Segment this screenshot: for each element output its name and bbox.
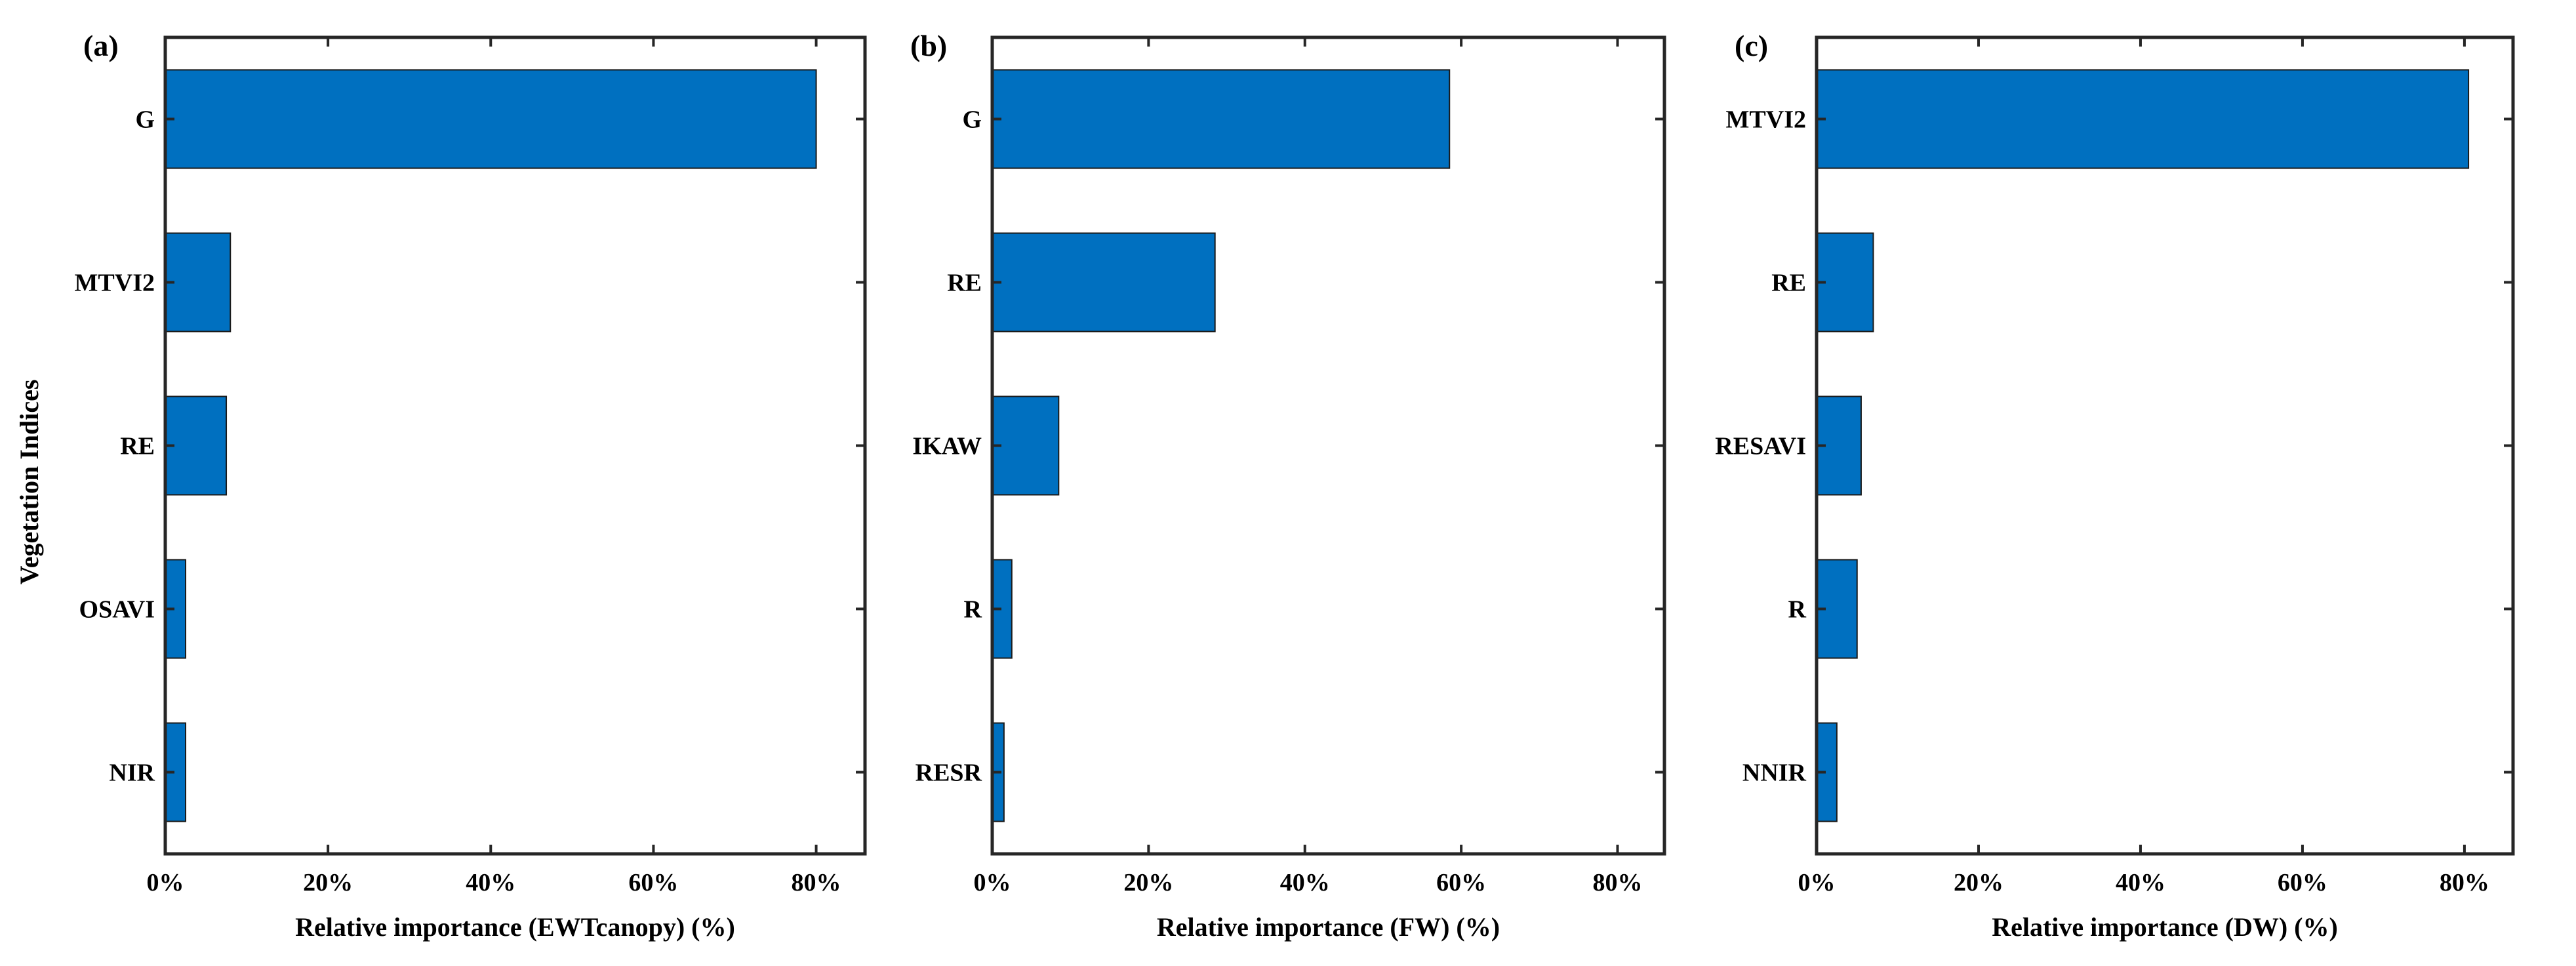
x-tick-label: 80% [1592,869,1642,896]
bar-g [165,69,817,169]
x-tick-label: 0% [1798,869,1836,896]
y-tick-label: G [135,106,155,134]
y-axis-title: Vegetation Indices [14,380,44,585]
bar-g [992,69,1451,169]
y-tick-label: G [962,106,982,134]
bar-re [165,395,228,496]
bar-nir [165,722,187,822]
x-axis-title: Relative importance (DW) (%) [1992,912,2338,942]
y-tick-label: IKAW [912,433,982,460]
y-tick-label: RESR [916,759,982,787]
x-tick-label: 20% [1954,869,2003,896]
chart-panel-a: G MTVI2 RE OSAVI NIR 0% 20% 40% 60% 80% Relative i… [75,29,867,942]
panel-label: (a) [83,29,119,62]
y-tick-label: R [1788,596,1807,624]
y-tick-label: NNIR [1742,759,1807,787]
plot-frame [1815,35,2515,856]
x-axis-title: Relative importance (FW) (%) [1157,912,1500,942]
x-tick-label: 60% [628,869,678,896]
plot-frame [990,35,1666,856]
y-tick-label: MTVI2 [1726,106,1806,134]
chart-panel-c: MTVI2 RE RESAVI R NNIR 0% 20% 40% 60% 80% Relative… [1715,29,2515,942]
plot-frame [163,35,867,856]
bar-mtvi2 [165,232,231,332]
y-tick-label: NIR [109,759,155,787]
panel-label: (b) [910,29,947,62]
y-tick-label: OSAVI [79,596,155,624]
x-tick-label: 40% [466,869,515,896]
x-tick-label: 60% [2278,869,2327,896]
bar-re [992,232,1216,332]
x-tick-label: 80% [792,869,841,896]
y-tick-label: R [964,596,982,624]
x-tick-label: 0% [147,869,184,896]
y-tick-label: MTVI2 [75,270,155,297]
bar-ikaw [992,395,1060,496]
chart-panel-b: G RE IKAW R RESR 0% 20% 40% 60% 80% Relative impor… [910,29,1666,942]
panel-label: (c) [1735,29,1768,62]
x-tick-label: 60% [1436,869,1486,896]
y-tick-label: RESAVI [1715,433,1806,460]
y-tick-label: RE [947,270,982,297]
x-tick-label: 80% [2440,869,2489,896]
x-tick-label: 0% [974,869,1011,896]
x-tick-label: 40% [2116,869,2165,896]
x-tick-label: 20% [1123,869,1173,896]
y-tick-label: RE [1771,270,1806,297]
bar-mtvi2 [1816,69,2470,169]
x-tick-label: 20% [303,869,353,896]
y-tick-label: RE [120,433,155,460]
x-tick-label: 40% [1280,869,1330,896]
x-axis-title: Relative importance (EWTcanopy) (%) [295,912,735,942]
